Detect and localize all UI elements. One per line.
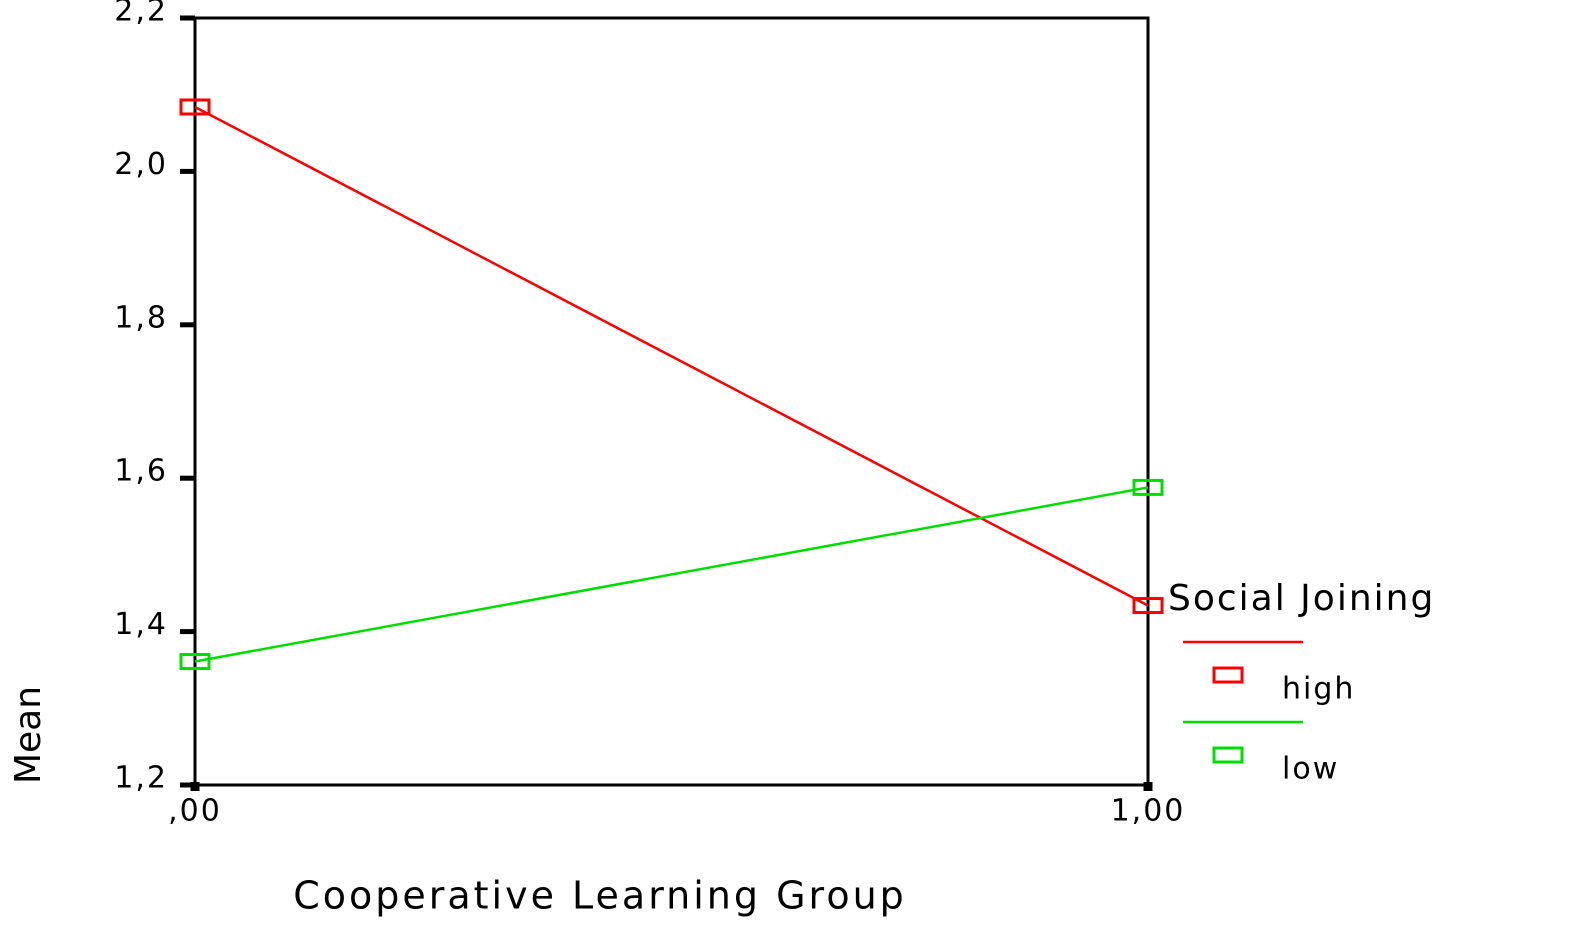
y-tick-label: 1,8: [114, 300, 168, 335]
x-tick-label: ,00: [168, 794, 222, 829]
legend-title: Social Joining: [1168, 578, 1435, 619]
y-tick-label: 2,0: [114, 147, 168, 182]
legend-label: high: [1282, 672, 1355, 707]
y-tick-label: 1,2: [114, 761, 168, 796]
series-line: [194, 105, 1149, 607]
series-line: [194, 486, 1149, 663]
point-marker: [1132, 597, 1164, 615]
y-tick-label: 2,2: [114, 0, 168, 29]
x-axis-label: Cooperative Learning Group: [293, 874, 907, 918]
legend-marker: [1212, 746, 1244, 764]
y-tick-label: 1,4: [114, 607, 168, 642]
y-tick-label: 1,6: [114, 454, 168, 489]
legend-marker: [1212, 666, 1244, 684]
y-axis-label: Mean: [8, 686, 49, 784]
point-marker: [1132, 478, 1164, 496]
x-tick-label: 1,00: [1111, 794, 1186, 829]
point-marker: [179, 653, 211, 671]
point-marker: [179, 98, 211, 116]
plot-frame: [193, 16, 1150, 787]
legend-label: low: [1282, 752, 1339, 787]
